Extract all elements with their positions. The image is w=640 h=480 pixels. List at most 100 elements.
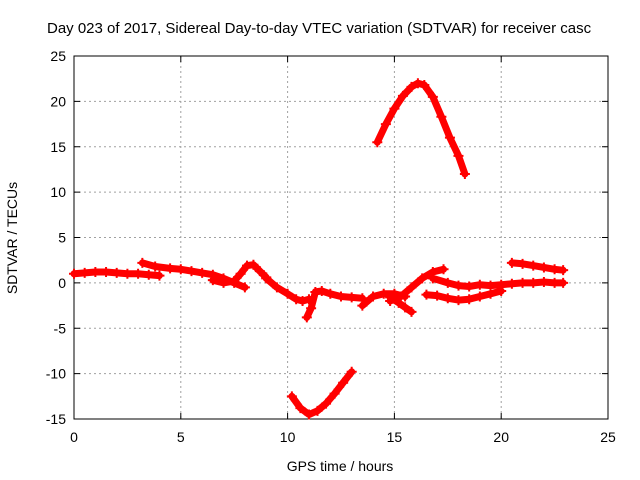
data-point [261, 273, 272, 284]
data-point [395, 291, 406, 302]
chart-title: Day 023 of 2017, Sidereal Day-to-day VTE… [47, 20, 592, 37]
data-point [517, 277, 528, 288]
x-tick-label: 5 [177, 429, 185, 445]
data-point [444, 132, 455, 143]
data-point [528, 277, 539, 288]
data-point [248, 259, 259, 270]
y-tick-label: 0 [58, 275, 66, 291]
data-point [427, 273, 438, 284]
data-point [286, 391, 297, 402]
y-tick-label: -5 [54, 320, 67, 336]
data-point [101, 266, 112, 277]
data-point [150, 261, 161, 272]
data-point [239, 282, 250, 293]
data-point [321, 398, 332, 409]
data-point [558, 277, 569, 288]
series-arc-9 [421, 286, 507, 306]
data-point [453, 295, 464, 306]
data-point [427, 91, 438, 102]
y-tick-label: -10 [46, 366, 66, 382]
data-point [229, 276, 240, 287]
data-point [175, 264, 186, 275]
data-point [549, 277, 560, 288]
data-point [421, 289, 432, 300]
data-point [143, 269, 154, 280]
data-point [538, 262, 549, 273]
series-arc-11 [506, 257, 569, 276]
data-point [165, 263, 176, 274]
series-band [386, 293, 415, 316]
x-tick-label: 15 [387, 429, 403, 445]
data-point [397, 90, 408, 101]
data-point [442, 277, 453, 288]
data-point [357, 300, 368, 311]
data-point [436, 111, 447, 122]
data-point [417, 273, 428, 284]
data-point [372, 137, 383, 148]
grid-layer [74, 56, 608, 419]
data-layer [69, 78, 569, 420]
data-point [406, 306, 417, 317]
data-point [506, 257, 517, 268]
x-tick-label: 20 [493, 429, 509, 445]
data-point [474, 279, 485, 290]
data-point [485, 280, 496, 291]
data-point [378, 288, 389, 299]
data-point [389, 103, 400, 114]
data-point [79, 267, 90, 278]
series-band [288, 368, 356, 418]
series-arc-1 [69, 266, 165, 281]
y-tick-label: 20 [50, 93, 66, 109]
series-arc-10 [427, 273, 569, 292]
data-point [235, 268, 246, 279]
data-point [368, 291, 379, 302]
series-arc-12 [286, 366, 357, 420]
data-point [282, 288, 293, 299]
y-tick-label: 10 [50, 184, 66, 200]
data-point [464, 281, 475, 292]
series-arc-4 [261, 273, 314, 307]
data-point [432, 290, 443, 301]
data-point [90, 266, 101, 277]
data-point [346, 366, 357, 377]
data-point [133, 268, 144, 279]
series-arc-8 [385, 292, 417, 317]
data-point [538, 276, 549, 287]
data-point [329, 388, 340, 399]
data-point [558, 265, 569, 276]
data-point [517, 258, 528, 269]
data-point [271, 282, 282, 293]
data-point [306, 303, 317, 314]
data-point [312, 405, 323, 416]
x-axis-label: GPS time / hours [287, 458, 394, 474]
series-arc-13 [372, 78, 470, 179]
y-tick-label: -15 [46, 411, 66, 427]
data-point [412, 78, 423, 89]
data-point [122, 268, 133, 279]
data-point [496, 279, 507, 290]
data-point [297, 296, 308, 307]
data-point [197, 267, 208, 278]
data-point [453, 150, 464, 161]
data-point [419, 80, 430, 91]
data-point [438, 264, 449, 275]
y-axis-label: SDTVAR / TECUs [4, 182, 20, 294]
data-point [218, 277, 229, 288]
data-point [506, 278, 517, 289]
x-tick-label: 10 [280, 429, 296, 445]
series-band [373, 79, 469, 178]
data-point [549, 264, 560, 275]
data-point [303, 409, 314, 420]
data-point [406, 282, 417, 293]
data-point [393, 297, 404, 308]
data-point [295, 403, 306, 414]
data-point [406, 81, 417, 92]
x-tick-label: 25 [600, 429, 616, 445]
y-tick-label: 5 [58, 230, 66, 246]
data-point [385, 292, 396, 303]
y-tick-label: 25 [50, 48, 66, 64]
data-point [254, 266, 265, 277]
y-tick-label: 15 [50, 139, 66, 155]
